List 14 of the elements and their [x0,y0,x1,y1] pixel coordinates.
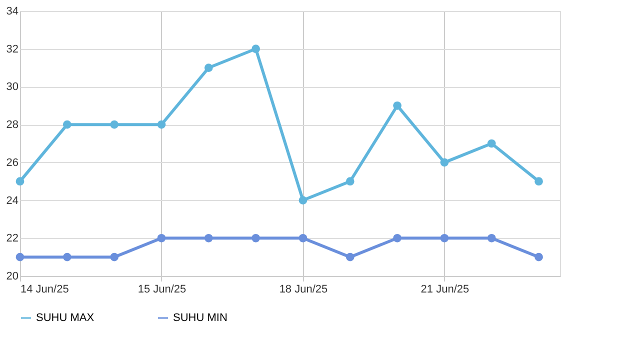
y-tick-label: 32 [6,43,18,56]
y-tick-label: 28 [6,119,18,132]
legend-label: SUHU MIN [173,312,228,324]
y-tick-label: 34 [6,6,18,18]
y-tick-label: 24 [6,194,18,207]
y-tick-label: 26 [6,156,18,169]
x-tick-label: 18 Jun/25 [279,284,328,296]
x-tick-label: 21 Jun/25 [420,284,470,296]
x-tick-label: 14 Jun/25 [20,284,69,296]
x-tick-label: 15 Jun/25 [138,284,186,296]
y-tick-label: 30 [6,81,18,94]
y-tick-label: 20 [6,270,18,282]
y-tick-label: 22 [6,232,18,245]
legend-label: SUHU MAX [36,312,95,324]
